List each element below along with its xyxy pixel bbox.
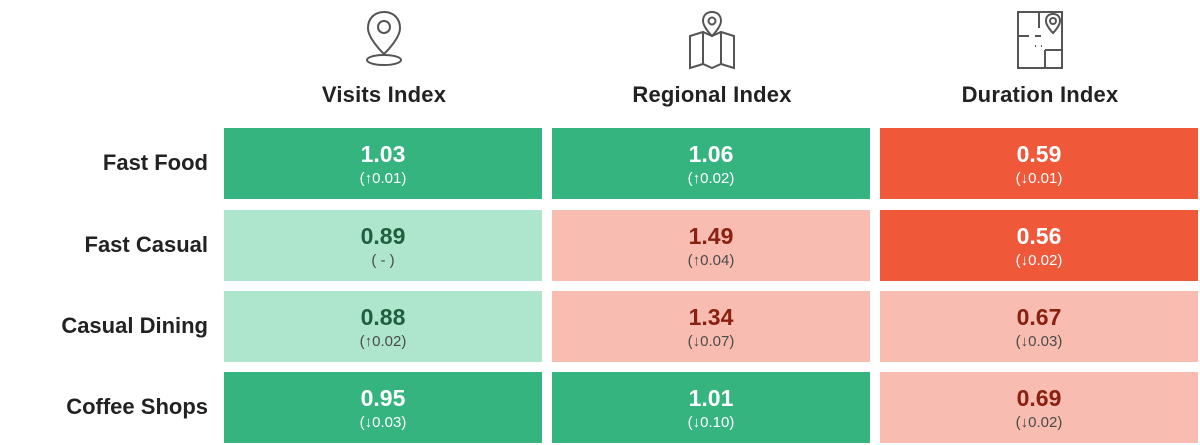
table-cell: 0.69 (↓0.02) [880, 372, 1198, 443]
cell-value: 0.59 [1016, 141, 1062, 167]
table-cell: 1.34 (↓0.07) [552, 291, 870, 362]
row-label: Casual Dining [61, 313, 208, 338]
cell-change: (↑0.02) [687, 170, 735, 187]
cell-change: (↓0.03) [359, 414, 407, 431]
table-cell: 0.95 (↓0.03) [224, 372, 542, 443]
cell-value: 0.88 [360, 304, 406, 330]
row-label: Fast Food [102, 150, 208, 175]
column-title: Visits Index [321, 82, 447, 107]
row-label: Fast Casual [84, 232, 209, 257]
table-cell: 1.03 (↑0.01) [224, 128, 542, 199]
cell-value: 1.03 [360, 141, 406, 167]
cell-value: 1.01 [688, 385, 734, 411]
cell-value: 0.69 [1016, 385, 1062, 411]
table-cell: 1.01 (↓0.10) [552, 372, 870, 443]
row-label: Coffee Shops [66, 394, 208, 419]
cell-value: 1.49 [688, 223, 734, 249]
cell-change: (↓0.03) [1015, 333, 1063, 350]
column-header-3: Duration Index [880, 0, 1200, 125]
table-cell: 0.67 (↓0.03) [880, 291, 1198, 362]
cell-change: ( - ) [371, 252, 395, 269]
column-header-2: Regional Index [552, 0, 872, 125]
cell-change: (↓0.02) [1015, 414, 1063, 431]
cell-change: (↑0.02) [359, 333, 407, 350]
table-cell: 0.59 (↓0.01) [880, 128, 1198, 199]
cell-value: 0.89 [360, 223, 406, 249]
cell-change: (↓0.01) [1015, 170, 1063, 187]
table-cell: 0.56 (↓0.02) [880, 210, 1198, 281]
cell-value: 0.56 [1016, 223, 1062, 249]
table-cell: 0.88 (↑0.02) [224, 291, 542, 362]
cell-value: 0.95 [360, 385, 406, 411]
floorplan-pin-icon [1015, 6, 1065, 70]
cell-change: (↑0.01) [359, 170, 407, 187]
cell-change: (↓0.07) [687, 333, 735, 350]
cell-value: 1.06 [688, 141, 734, 167]
table-cell: 0.89 ( - ) [224, 210, 542, 281]
table-cell: 1.49 (↑0.04) [552, 210, 870, 281]
cell-change: (↓0.02) [1015, 252, 1063, 269]
location-pin-icon [359, 6, 409, 70]
map-pin-icon [687, 6, 737, 70]
column-header-1: Visits Index [224, 0, 544, 125]
cell-change: (↓0.10) [687, 414, 735, 431]
cell-value: 1.34 [688, 304, 734, 330]
cell-value: 0.67 [1016, 304, 1062, 330]
cell-change: (↑0.04) [687, 252, 735, 269]
column-title: Regional Index [632, 82, 792, 107]
column-title: Duration Index [961, 82, 1119, 107]
table-cell: 1.06 (↑0.02) [552, 128, 870, 199]
